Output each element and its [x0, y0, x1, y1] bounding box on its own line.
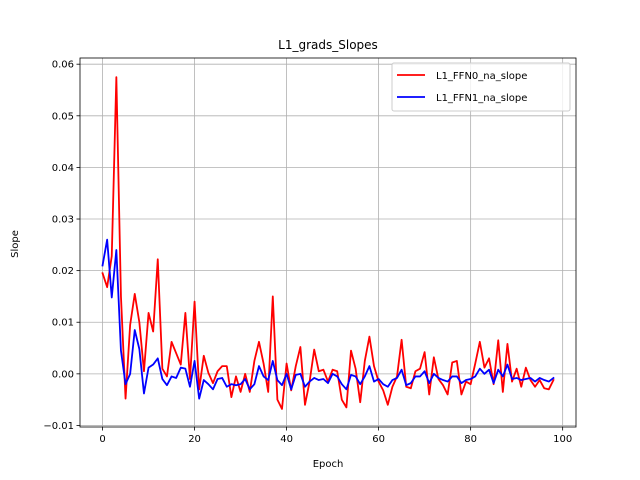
- legend-box: [391, 62, 571, 112]
- legend-label-ffn0: L1_FFN0_na_slope: [436, 71, 527, 82]
- y-tick-label: 0.00: [52, 369, 74, 380]
- x-tick-label: 0: [99, 434, 105, 445]
- series-lines: [101, 76, 555, 410]
- y-tick-label: 0.06: [52, 60, 74, 71]
- y-tick-label: 0.04: [52, 163, 74, 174]
- chart-title: L1_grads_Slopes: [278, 38, 378, 52]
- y-tick-label: 0.05: [52, 111, 74, 122]
- grid-lines: [80, 58, 576, 427]
- y-tick-label: 0.03: [52, 215, 74, 226]
- series-line-1: [101, 238, 555, 400]
- legend: L1_FFN0_na_slope L1_FFN1_na_slope: [391, 62, 571, 112]
- x-tick-label: 60: [372, 434, 385, 445]
- y-tick-label: 0.02: [52, 266, 74, 277]
- x-axis-ticks: 0 20 40 60 80 100: [99, 427, 572, 445]
- x-tick-label: 100: [553, 434, 572, 445]
- y-axis-label: Slope: [10, 230, 21, 258]
- legend-label-ffn1: L1_FFN1_na_slope: [436, 93, 527, 104]
- x-axis-label: Epoch: [313, 459, 344, 470]
- y-axis-ticks: −0.01 0.00 0.01 0.02 0.03 0.04 0.05 0.06: [43, 60, 80, 432]
- y-tick-label: −0.01: [43, 421, 74, 432]
- x-tick-label: 80: [464, 434, 477, 445]
- plot-frame: [79, 57, 577, 428]
- y-tick-label: 0.01: [52, 318, 74, 329]
- x-tick-label: 20: [188, 434, 201, 445]
- x-tick-label: 40: [280, 434, 293, 445]
